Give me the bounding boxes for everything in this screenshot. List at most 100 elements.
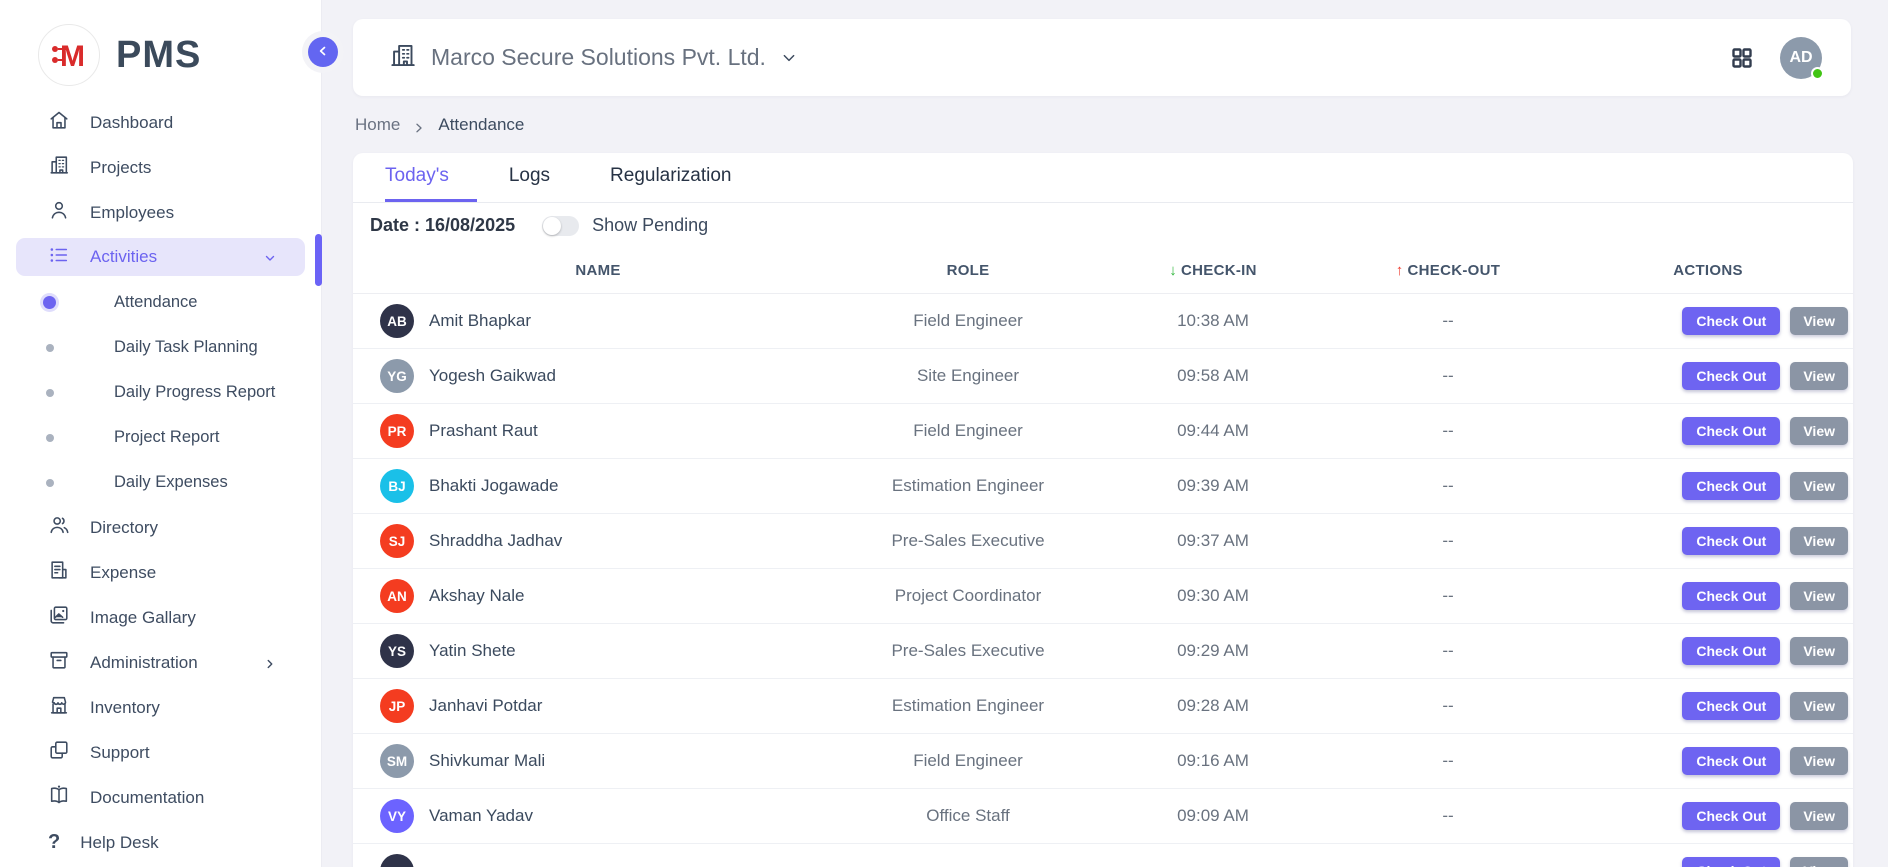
- sidebar-item-project-report[interactable]: Project Report: [0, 415, 321, 460]
- check-in-time: 09:58 AM: [1177, 366, 1249, 385]
- table-row: SJ Shraddha Jadhav Pre-Sales Executive 0…: [353, 514, 1853, 569]
- view-button[interactable]: View: [1790, 637, 1848, 665]
- store-icon: [48, 694, 70, 721]
- employee-avatar: YS: [380, 634, 414, 668]
- employee-avatar: YG: [380, 359, 414, 393]
- chevron-right-icon: [263, 656, 277, 670]
- employee-name: Akshay Nale: [429, 586, 525, 605]
- company-selector[interactable]: Marco Secure Solutions Pvt. Ltd.: [389, 42, 797, 74]
- sidebar-item-label: Documentation: [90, 787, 205, 807]
- column-header-checkout[interactable]: ↑ CHECK-OUT: [1395, 262, 1501, 279]
- view-button[interactable]: View: [1790, 857, 1848, 867]
- table-row: BJ Bhakti Jogawade Estimation Engineer 0…: [353, 459, 1853, 514]
- check-out-button[interactable]: Check Out: [1682, 857, 1781, 867]
- sidebar-item-image-gallary[interactable]: Image Gallary: [0, 595, 321, 640]
- receipt-icon: [48, 559, 70, 586]
- active-accent-bar: [315, 234, 322, 286]
- breadcrumb-home[interactable]: Home: [355, 115, 401, 134]
- employee-role: Field Engineer: [913, 751, 1023, 770]
- sidebar-item-administration[interactable]: Administration: [0, 640, 321, 685]
- question-icon: ?: [48, 831, 61, 853]
- view-button[interactable]: View: [1790, 802, 1848, 830]
- check-out-button[interactable]: Check Out: [1682, 692, 1781, 720]
- employee-avatar: PR: [380, 414, 414, 448]
- tab-logs[interactable]: Logs: [508, 165, 551, 186]
- sidebar-collapse-button[interactable]: [308, 37, 338, 67]
- check-out-button[interactable]: Check Out: [1682, 417, 1781, 445]
- check-out-button[interactable]: Check Out: [1682, 802, 1781, 830]
- table-row: JP Janhavi Potdar Estimation Engineer 09…: [353, 679, 1853, 734]
- sidebar-item-attendance[interactable]: Attendance: [0, 280, 321, 325]
- check-out-button[interactable]: Check Out: [1682, 307, 1781, 335]
- avatar-initials: AD: [1789, 48, 1813, 66]
- chevron-down-icon: [781, 50, 797, 66]
- sidebar-item-projects[interactable]: Projects: [0, 145, 321, 190]
- bullet-dot-icon: [43, 296, 56, 309]
- sidebar-item-support[interactable]: Support: [0, 730, 321, 775]
- view-button[interactable]: View: [1790, 472, 1848, 500]
- employee-role: Field Engineer: [913, 421, 1023, 440]
- sidebar-item-label: Support: [90, 742, 150, 762]
- sidebar-item-expense[interactable]: Expense: [0, 550, 321, 595]
- sidebar-item-daily-expenses[interactable]: Daily Expenses: [0, 460, 321, 505]
- column-header-checkin[interactable]: ↓ CHECK-IN: [1169, 262, 1257, 279]
- employee-name: Vaman Yadav: [429, 806, 533, 825]
- view-button[interactable]: View: [1790, 362, 1848, 390]
- sidebar-item-daily-task-planning[interactable]: Daily Task Planning: [0, 325, 321, 370]
- employee-avatar: SJ: [380, 524, 414, 558]
- chevron-left-icon: [316, 44, 330, 61]
- check-in-time: 09:30 AM: [1177, 586, 1249, 605]
- app-title: PMS: [116, 33, 202, 76]
- sidebar-item-documentation[interactable]: Documentation: [0, 775, 321, 820]
- sidebar-item-employees[interactable]: Employees: [0, 190, 321, 235]
- sort-down-arrow-icon: ↓: [1169, 262, 1178, 279]
- sidebar-item-daily-progress-report[interactable]: Daily Progress Report: [0, 370, 321, 415]
- check-out-button[interactable]: Check Out: [1682, 747, 1781, 775]
- tab-regularization[interactable]: Regularization: [610, 165, 732, 186]
- tab-today-s[interactable]: Today's: [385, 153, 477, 202]
- sidebar-subitem-label: Daily Expenses: [114, 473, 228, 491]
- online-status-dot: [1811, 66, 1824, 80]
- check-out-time: --: [1442, 806, 1454, 825]
- view-button[interactable]: View: [1790, 417, 1848, 445]
- check-out-button[interactable]: Check Out: [1682, 582, 1781, 610]
- svg-text:M: M: [60, 40, 85, 73]
- check-out-button[interactable]: Check Out: [1682, 362, 1781, 390]
- sidebar-item-label: Dashboard: [90, 112, 174, 132]
- employee-name: Amit Bhapkar: [429, 311, 532, 330]
- table-row: AN Akshay Nale Project Coordinator 09:30…: [353, 569, 1853, 624]
- employee-role: Office Staff: [926, 806, 1010, 825]
- check-out-time: --: [1442, 421, 1454, 440]
- employee-name: Bhakti Jogawade: [429, 476, 559, 495]
- employee-name: Shivkumar Mali: [429, 751, 546, 770]
- sidebar-item-dashboard[interactable]: Dashboard: [0, 100, 321, 145]
- book-icon: [48, 784, 70, 811]
- pms-logo-icon: M: [38, 24, 100, 86]
- apps-grid-button[interactable]: [1730, 46, 1754, 70]
- sidebar-subitem-label: Daily Progress Report: [114, 383, 276, 401]
- employee-avatar: JP: [380, 689, 414, 723]
- sidebar-subitem-label: Project Report: [114, 428, 220, 446]
- sidebar-item-help-desk[interactable]: ? Help Desk: [0, 820, 321, 865]
- show-pending-toggle[interactable]: [542, 215, 580, 236]
- check-in-time: 09:09 AM: [1177, 806, 1249, 825]
- sidebar-item-label: Expense: [90, 562, 157, 582]
- sidebar-item-directory[interactable]: Directory: [0, 505, 321, 550]
- view-button[interactable]: View: [1790, 692, 1848, 720]
- sidebar-nav: Dashboard Projects Employees Activities Atte…: [0, 100, 322, 865]
- grid-icon: [1730, 47, 1754, 73]
- check-out-button[interactable]: Check Out: [1682, 472, 1781, 500]
- company-name: Marco Secure Solutions Pvt. Ltd.: [431, 44, 766, 70]
- view-button[interactable]: View: [1790, 747, 1848, 775]
- view-button[interactable]: View: [1790, 307, 1848, 335]
- view-button[interactable]: View: [1790, 582, 1848, 610]
- check-out-button[interactable]: Check Out: [1682, 637, 1781, 665]
- sidebar-item-activities[interactable]: Activities: [16, 234, 322, 286]
- view-button[interactable]: View: [1790, 527, 1848, 555]
- sidebar-item-label: Directory: [90, 517, 159, 537]
- sidebar-item-inventory[interactable]: Inventory: [0, 685, 321, 730]
- sidebar: M PMS Dashboard Projects Employees Activiti…: [0, 0, 322, 867]
- employee-avatar: AN: [380, 579, 414, 613]
- check-out-button[interactable]: Check Out: [1682, 527, 1781, 555]
- user-avatar[interactable]: AD: [1780, 36, 1824, 80]
